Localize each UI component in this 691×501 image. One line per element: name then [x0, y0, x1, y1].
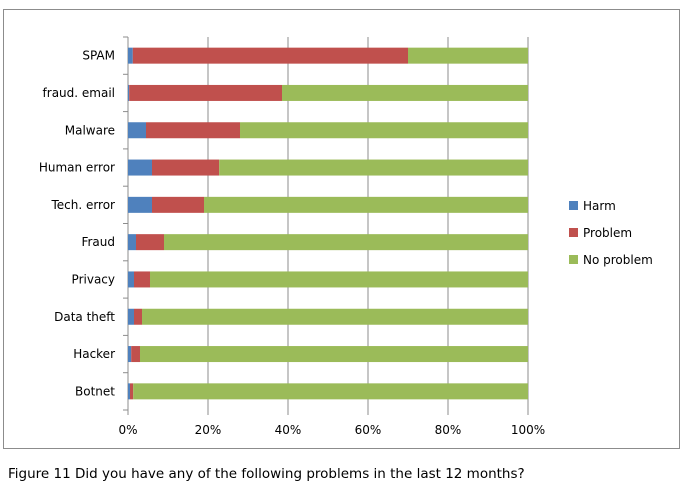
bar-problem — [136, 234, 164, 251]
x-tick-label: 80% — [435, 423, 462, 437]
bar-harm — [128, 234, 136, 251]
bar-no-problem — [150, 271, 528, 288]
bar-problem — [146, 122, 240, 139]
bar-no-problem — [142, 308, 528, 325]
bar-problem — [131, 346, 140, 363]
category-label: Human error — [39, 161, 115, 175]
bar-problem — [152, 196, 204, 213]
bar-no-problem — [282, 84, 528, 101]
bar-harm — [128, 196, 152, 213]
bar-no-problem — [219, 159, 528, 176]
legend-swatch — [569, 255, 578, 264]
bar-no-problem — [164, 234, 528, 251]
category-label: SPAM — [82, 49, 115, 63]
category-label: Tech. error — [50, 198, 115, 212]
bar-harm — [128, 122, 146, 139]
bar-problem — [152, 159, 220, 176]
x-tick-label: 0% — [118, 423, 137, 437]
legend-label: Harm — [583, 199, 616, 213]
legend-label: No problem — [583, 253, 653, 267]
bar-problem — [134, 308, 142, 325]
bar-harm — [128, 271, 134, 288]
category-label: Data theft — [54, 310, 115, 324]
stacked-bar-chart: SPAM fraud. email Malware Human error Tech. … — [39, 36, 653, 437]
bar-harm — [128, 346, 132, 363]
category-label: Privacy — [72, 272, 115, 286]
x-tick-label: 20% — [195, 423, 222, 437]
bar-harm — [128, 84, 130, 101]
legend-label: Problem — [583, 226, 632, 240]
bar-harm — [128, 308, 134, 325]
x-tick-label: 100% — [511, 423, 545, 437]
category-label: Botnet — [75, 384, 115, 398]
bar-problem — [129, 84, 282, 101]
x-tick-label: 40% — [275, 423, 302, 437]
legend-swatch — [569, 201, 578, 210]
x-tick-label: 60% — [355, 423, 382, 437]
category-label: Malware — [65, 123, 115, 137]
bar-no-problem — [140, 346, 528, 363]
category-label: Fraud — [81, 235, 115, 249]
legend-swatch — [569, 228, 578, 237]
bar-problem — [132, 47, 409, 64]
bar-problem — [134, 271, 150, 288]
bar-harm — [128, 383, 130, 400]
chart-area — [3, 9, 680, 449]
bar-no-problem — [204, 196, 528, 213]
bar-harm — [128, 47, 133, 64]
bar-harm — [128, 159, 152, 176]
category-label: Hacker — [73, 347, 115, 361]
bar-no-problem — [408, 47, 528, 64]
bar-no-problem — [240, 122, 528, 139]
category-label: fraud. email — [43, 86, 115, 100]
bar-problem — [130, 383, 134, 400]
figure-caption: Figure 11 Did you have any of the follow… — [8, 466, 525, 482]
bar-no-problem — [133, 383, 528, 400]
